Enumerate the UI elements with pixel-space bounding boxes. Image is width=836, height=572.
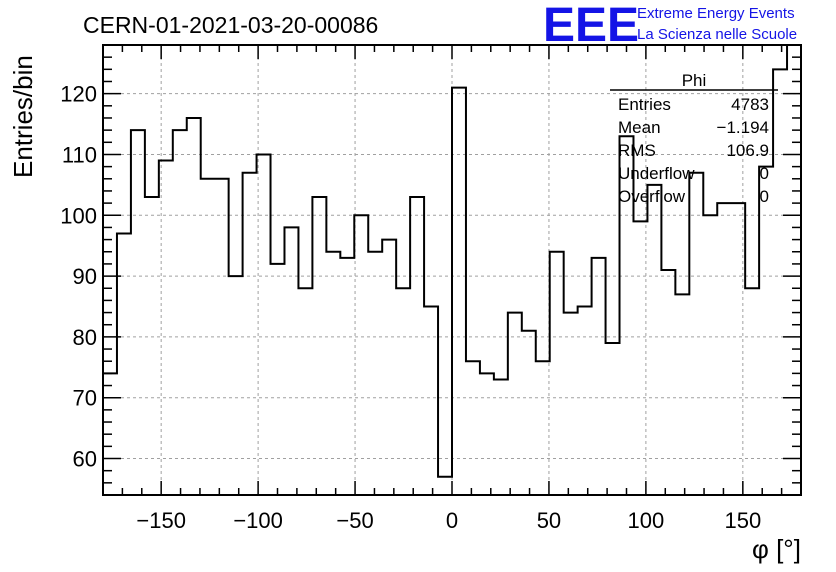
chart-title: CERN-01-2021-03-20-00086	[83, 12, 378, 38]
stats-rows: Entries 4783 Mean −1.194 RMS 106.9 Underflow 0 O…	[618, 95, 769, 206]
stats-row-label: Underflow	[618, 164, 695, 183]
x-tick-label: −50	[336, 508, 373, 533]
y-tick-label: 80	[73, 325, 97, 350]
stats-row-value: 106.9	[726, 141, 769, 160]
x-tick-label: 150	[724, 508, 761, 533]
stats-row-label: Entries	[618, 95, 671, 114]
x-tick-label: −150	[136, 508, 186, 533]
stats-row-value: 0	[760, 187, 769, 206]
y-tick-label: 70	[73, 386, 97, 411]
y-tick-label: 60	[73, 447, 97, 472]
eee-logo-line1: Extreme Energy Events	[637, 5, 795, 22]
eee-logo-mark: EEE	[543, 0, 639, 52]
x-tick-label: 50	[537, 508, 561, 533]
stats-row-value: 0	[760, 164, 769, 183]
y-axis-ticks: 60 70 80 90 100 110 120	[60, 44, 801, 484]
y-tick-label: 110	[62, 142, 97, 167]
x-tick-label: 0	[446, 508, 458, 533]
stats-box: Phi Entries 4783 Mean −1.194 RMS 106.9 Underfl…	[610, 71, 778, 206]
eee-logo: EEE Extreme Energy Events La Scienza nel…	[543, 0, 797, 52]
y-tick-label: 100	[60, 203, 97, 228]
x-tick-label: −100	[233, 508, 283, 533]
stats-row-label: Overflow	[618, 187, 686, 206]
x-tick-label: 100	[628, 508, 665, 533]
stats-row-label: RMS	[618, 141, 656, 160]
y-axis-label: Entries/bin	[8, 55, 38, 178]
stats-row-value: 4783	[731, 95, 769, 114]
y-tick-label: 120	[60, 82, 97, 107]
y-tick-label: 90	[73, 264, 97, 289]
histogram-bars	[102, 44, 801, 495]
histogram-outline	[102, 44, 801, 495]
stats-row-value: −1.194	[717, 118, 769, 137]
eee-logo-line2: La Scienza nelle Scuole	[637, 26, 797, 43]
x-axis-ticks: −150 −100 −50 0 50 100 150	[121, 45, 783, 533]
stats-row-label: Mean	[618, 118, 661, 137]
stats-box-title: Phi	[682, 71, 707, 90]
x-axis-label: φ [°]	[752, 534, 801, 564]
